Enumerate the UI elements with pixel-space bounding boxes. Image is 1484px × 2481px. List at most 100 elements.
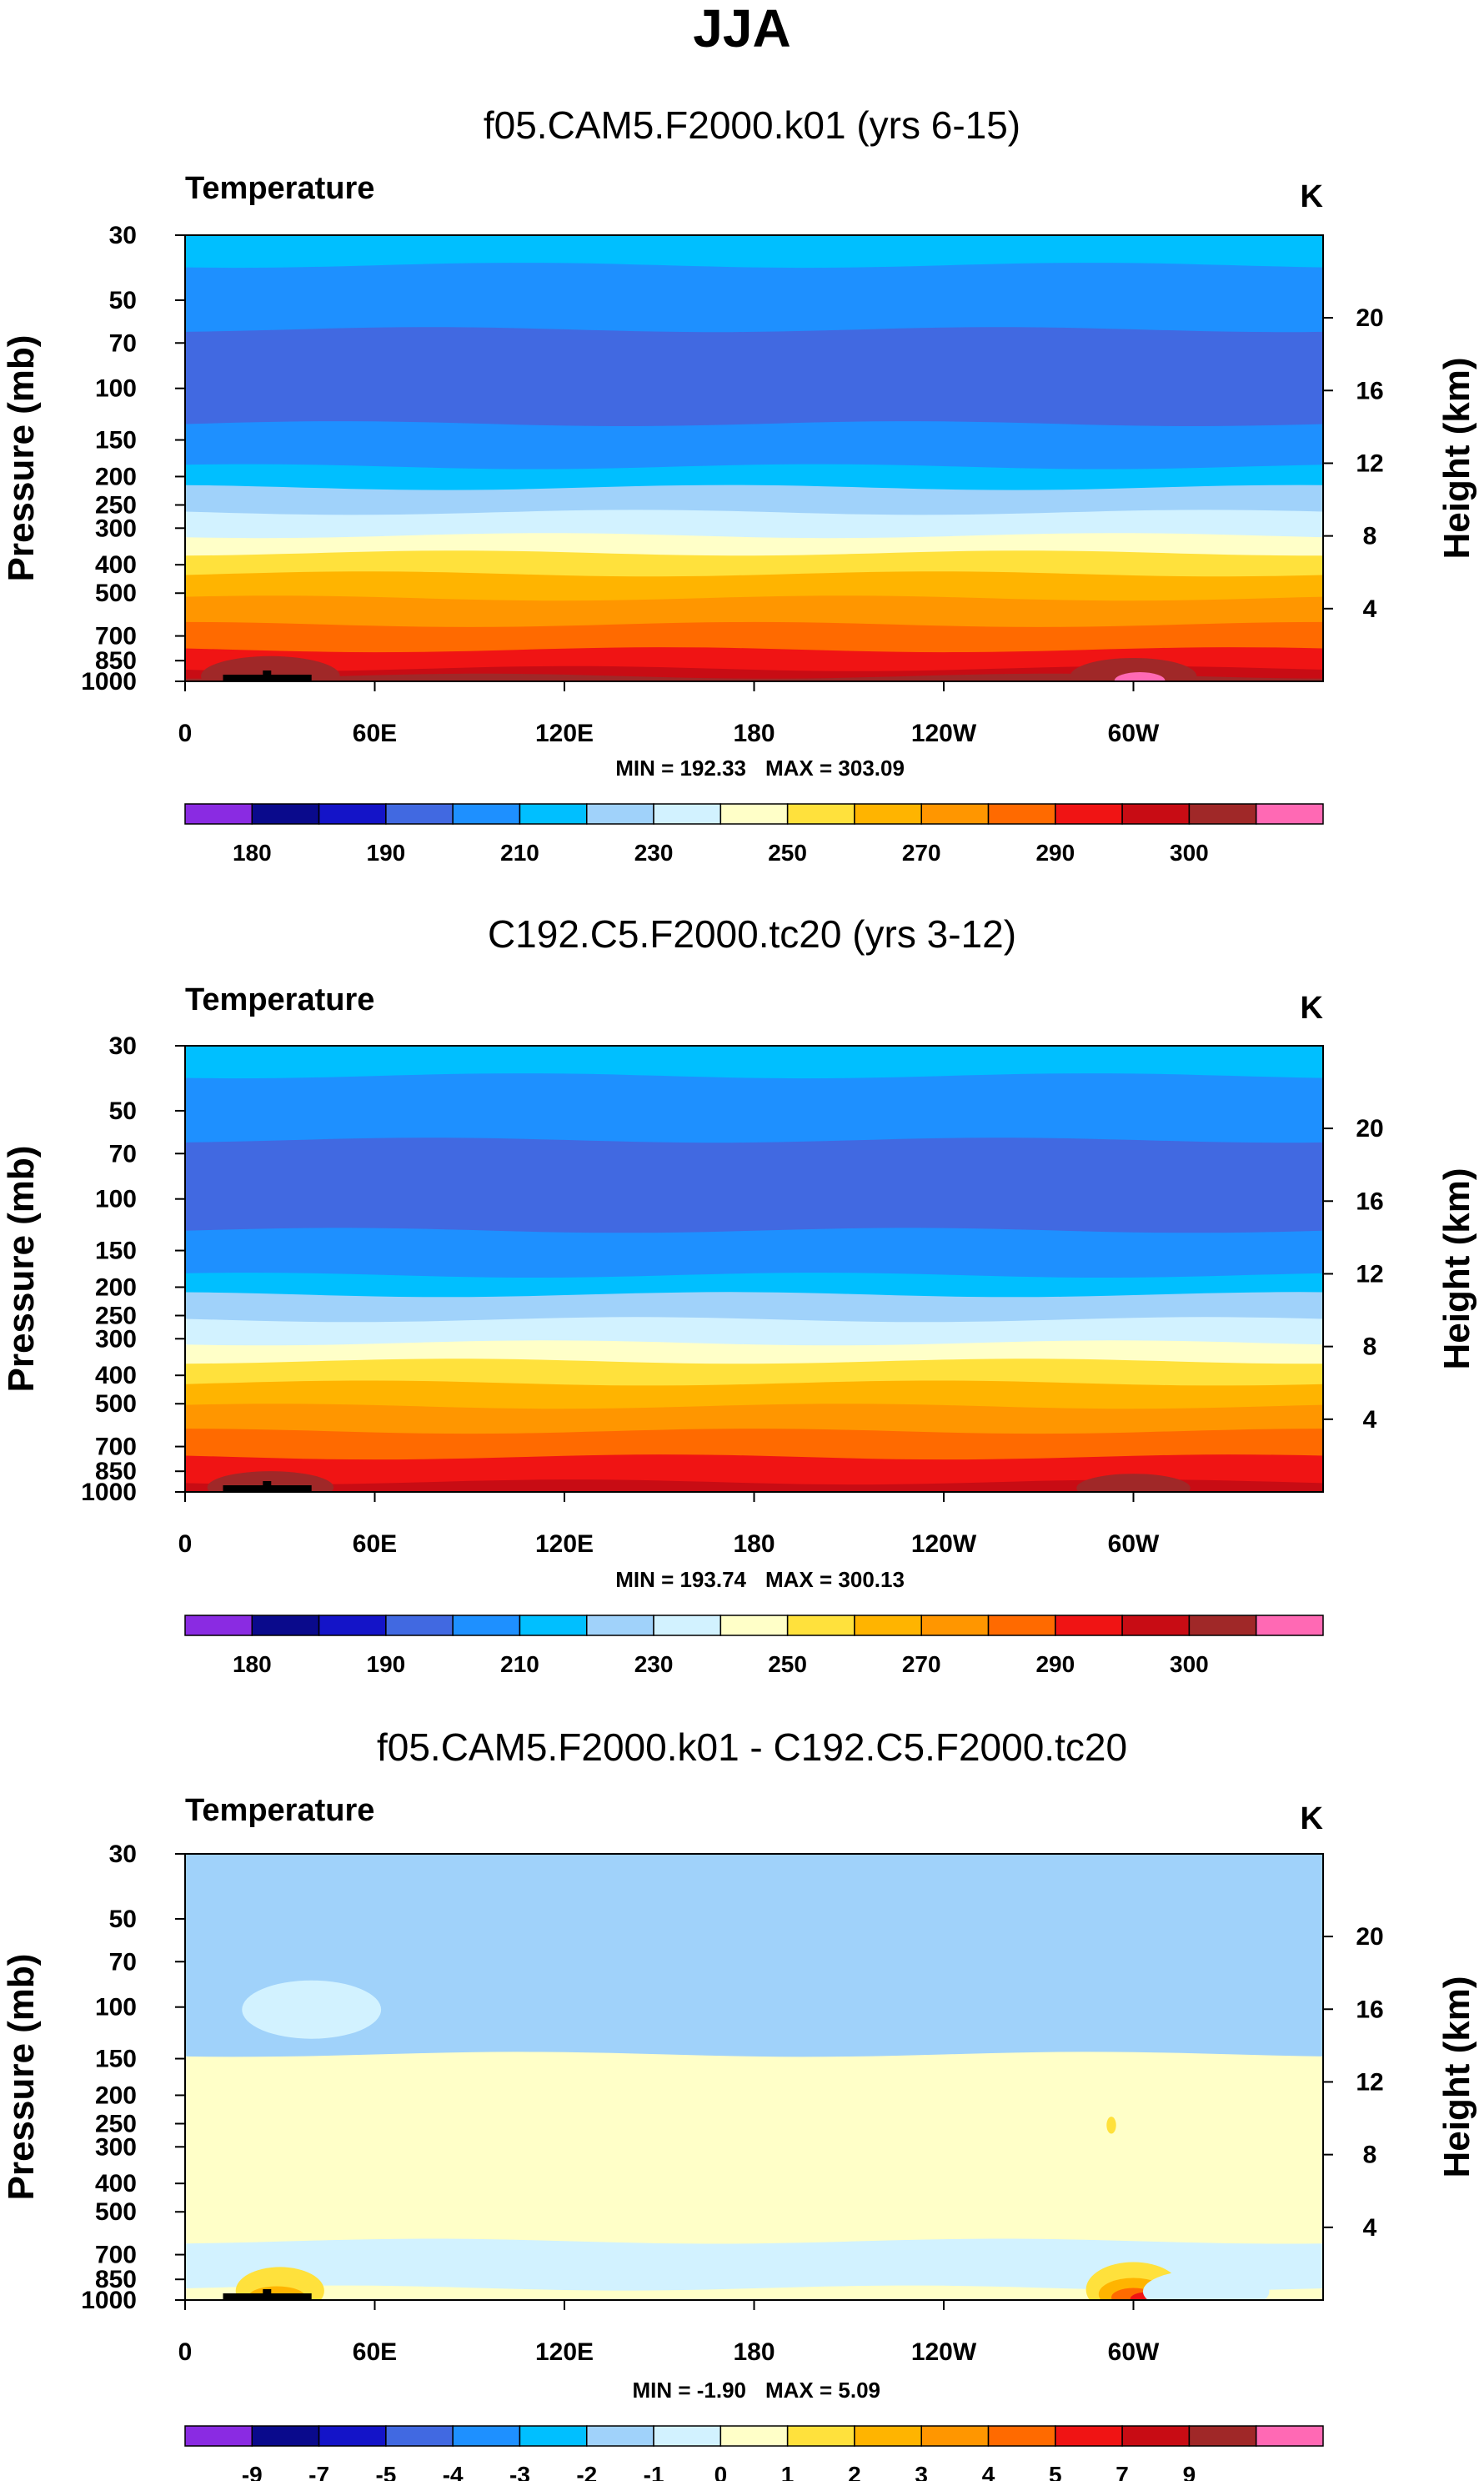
y-right-tick-label: 4 bbox=[1363, 2214, 1377, 2242]
colorbar-box bbox=[987, 2425, 1056, 2447]
min-label: MIN = -1.90 bbox=[632, 2378, 746, 2403]
colorbar-box bbox=[854, 1615, 922, 1636]
panel-title: C192.C5.F2000.tc20 (yrs 3-12) bbox=[488, 912, 1016, 956]
y-tick-label: 300 bbox=[95, 1325, 137, 1353]
colorbar-box bbox=[184, 803, 253, 825]
y-tick-label: 500 bbox=[95, 1390, 137, 1418]
panel-title: f05.CAM5.F2000.k01 - C192.C5.F2000.tc20 bbox=[377, 1725, 1127, 1769]
colorbar-box bbox=[920, 803, 990, 825]
colorbar-box bbox=[920, 2425, 990, 2447]
colorbar-label: 230 bbox=[634, 1651, 674, 1677]
colorbar-box bbox=[452, 1615, 521, 1636]
y-tick-label: 500 bbox=[95, 2198, 137, 2226]
colorbar-label: 210 bbox=[500, 840, 539, 866]
colorbar-label: -4 bbox=[443, 2462, 464, 2481]
y-tick-label: 850 bbox=[95, 2266, 137, 2293]
y-right-tick-label: 12 bbox=[1356, 1260, 1383, 1288]
colorbar: 180 190 210 230 250 270 290 300 bbox=[184, 803, 1324, 866]
colorbar-box bbox=[519, 803, 588, 825]
contour-band bbox=[185, 2285, 1323, 2300]
max-label: MAX = 303.09 bbox=[765, 756, 905, 781]
x-tick-label: 60E bbox=[353, 720, 397, 747]
contour-blob bbox=[1114, 672, 1166, 681]
contour-band bbox=[185, 1479, 1323, 1492]
x-tick-label: 120W bbox=[911, 720, 977, 747]
colorbar-label: 7 bbox=[1116, 2462, 1129, 2481]
colorbar-label: 190 bbox=[367, 840, 406, 866]
y-right-tick-label: 20 bbox=[1356, 1923, 1383, 1951]
colorbar-label: -5 bbox=[375, 2462, 396, 2481]
y-tick-label: 200 bbox=[95, 1273, 137, 1301]
y-tick-label: 700 bbox=[95, 623, 137, 650]
y-tick-label: 70 bbox=[109, 1948, 137, 1976]
colorbar-label: 1 bbox=[781, 2462, 795, 2481]
y-tick-label: 500 bbox=[95, 580, 137, 607]
colorbar-box bbox=[586, 803, 654, 825]
y-tick-label: 1000 bbox=[81, 1479, 137, 1506]
colorbar-box bbox=[1188, 1615, 1257, 1636]
colorbar-label: -1 bbox=[644, 2462, 664, 2481]
contour-band bbox=[185, 533, 1323, 557]
y-tick-label: 700 bbox=[95, 1434, 137, 1461]
units-label: K bbox=[1301, 1801, 1324, 1836]
orography bbox=[223, 1485, 312, 1492]
y-tick-label: 150 bbox=[95, 427, 137, 455]
colorbar-box bbox=[719, 2425, 789, 2447]
contour-band bbox=[185, 1138, 1323, 1234]
y-right-tick-label: 16 bbox=[1356, 377, 1383, 404]
colorbar-label: 0 bbox=[714, 2462, 728, 2481]
max-label: MAX = 5.09 bbox=[765, 2378, 880, 2403]
colorbar-box bbox=[786, 2425, 855, 2447]
colorbar-box bbox=[1121, 1615, 1191, 1636]
contour-band bbox=[185, 550, 1323, 578]
min-label: MIN = 193.74 bbox=[615, 1567, 746, 1592]
colorbar-box bbox=[385, 2425, 454, 2447]
colorbar-box bbox=[251, 2425, 320, 2447]
y-axis-title: Pressure (mb) bbox=[1, 1954, 42, 2201]
y-tick-label: 200 bbox=[95, 2082, 137, 2109]
colorbar-box bbox=[385, 803, 454, 825]
colorbar-box bbox=[1121, 2425, 1191, 2447]
colorbar-box bbox=[653, 803, 722, 825]
orography bbox=[263, 670, 272, 675]
x-tick-label: 60E bbox=[353, 1530, 397, 1558]
variable-label: Temperature bbox=[185, 1793, 374, 1828]
orography bbox=[223, 675, 312, 681]
contour-band bbox=[185, 421, 1323, 470]
colorbar-box bbox=[519, 1615, 588, 1636]
contour-band bbox=[185, 327, 1323, 428]
orography bbox=[263, 1481, 272, 1486]
colorbar-label: 9 bbox=[1183, 2462, 1196, 2481]
colorbar-box bbox=[385, 1615, 454, 1636]
colorbar-box bbox=[318, 1615, 387, 1636]
y-tick-label: 100 bbox=[95, 1994, 137, 2021]
y-right-axis-title: Height (km) bbox=[1436, 1168, 1477, 1370]
colorbar-label: 250 bbox=[768, 1651, 807, 1677]
y-axis-title: Pressure (mb) bbox=[1, 335, 42, 582]
y-tick-label: 1000 bbox=[81, 2287, 137, 2314]
y-tick-label: 400 bbox=[95, 2170, 137, 2197]
orography bbox=[263, 2289, 272, 2294]
x-tick-label: 60W bbox=[1108, 1530, 1160, 1558]
y-right-tick-label: 4 bbox=[1363, 595, 1377, 623]
contour-band bbox=[185, 1273, 1323, 1298]
y-tick-label: 150 bbox=[95, 2046, 137, 2073]
contour-band bbox=[185, 1404, 1323, 1435]
colorbar: 180 190 210 230 250 270 290 300 bbox=[184, 1615, 1324, 1677]
contour-band bbox=[185, 647, 1323, 672]
y-tick-label: 30 bbox=[109, 222, 137, 249]
x-tick-label: 60W bbox=[1108, 2338, 1160, 2366]
panel-3: f05.CAM5.F2000.k01 - C192.C5.F2000.tc20 … bbox=[1, 1725, 1477, 2481]
contour-band bbox=[185, 510, 1323, 540]
x-tick-label: 120E bbox=[535, 2338, 594, 2366]
y-axis-title: Pressure (mb) bbox=[1, 1146, 42, 1393]
colorbar-box bbox=[987, 1615, 1056, 1636]
contour-band bbox=[185, 595, 1323, 628]
colorbar-label: -3 bbox=[509, 2462, 530, 2481]
y-right-tick-label: 20 bbox=[1356, 1115, 1383, 1143]
y-tick-label: 700 bbox=[95, 2242, 137, 2269]
y-right-tick-label: 12 bbox=[1356, 449, 1383, 477]
colorbar-label: 2 bbox=[848, 2462, 861, 2481]
x-tick-label: 180 bbox=[733, 720, 775, 747]
